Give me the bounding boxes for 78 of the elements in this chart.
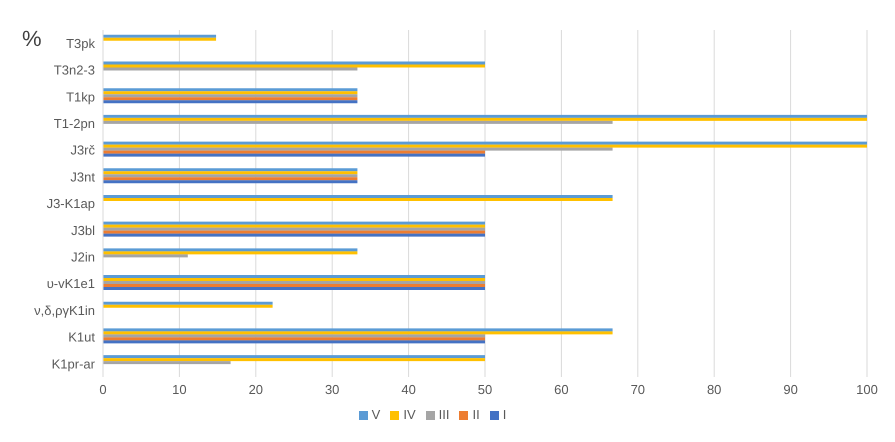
- bar: [103, 361, 231, 364]
- bar: [103, 334, 485, 338]
- bar: [103, 304, 273, 308]
- x-tick-label: 30: [324, 382, 340, 398]
- legend-label: IV: [403, 407, 416, 422]
- bar: [103, 251, 358, 254]
- bar: [103, 34, 216, 38]
- bar: [103, 340, 485, 344]
- bar: [103, 171, 358, 174]
- bar: [103, 177, 358, 180]
- x-tick-label: 20: [248, 382, 264, 398]
- x-tick-label: 100: [856, 382, 878, 398]
- bar: [103, 61, 485, 64]
- bar: [103, 194, 613, 198]
- legend-label: I: [502, 407, 506, 422]
- bar: [103, 222, 485, 225]
- bar: [103, 114, 867, 118]
- y-tick-label: T1-2pn: [54, 116, 95, 132]
- bar: [103, 64, 485, 68]
- bar: [103, 88, 358, 92]
- x-tick-label: 70: [630, 382, 646, 398]
- y-tick-label: K1ut: [68, 330, 96, 345]
- legend-label: III: [438, 407, 450, 422]
- bar: [103, 91, 358, 94]
- bar: [103, 174, 358, 178]
- bar: [103, 358, 485, 362]
- bar: [103, 248, 358, 252]
- bar: [103, 180, 358, 184]
- legend-label: II: [472, 407, 480, 422]
- x-tick-label: 60: [554, 382, 569, 398]
- bar: [103, 118, 867, 121]
- bar: [103, 67, 358, 70]
- y-tick-label: T3n2-3: [54, 62, 95, 78]
- bar: [103, 150, 485, 154]
- y-tick-label: J3-K1ap: [46, 196, 95, 212]
- bar: [103, 120, 613, 124]
- bar: [103, 287, 485, 290]
- y-tick-label: T3pk: [66, 36, 96, 51]
- bar: [103, 154, 485, 157]
- bar: [103, 302, 273, 305]
- bar: [103, 100, 358, 104]
- legend-label: V: [372, 407, 380, 422]
- y-axis-title: %: [22, 26, 42, 52]
- y-tick-label: J2in: [71, 250, 95, 264]
- bar: [103, 331, 613, 334]
- bar: [103, 97, 358, 100]
- bar: [103, 284, 485, 288]
- bar: [103, 234, 485, 237]
- bar: [103, 281, 485, 284]
- bar: [103, 278, 485, 282]
- y-tick-label: T1kp: [66, 89, 95, 104]
- bar: [103, 355, 485, 358]
- y-tick-label: ν,δ,ργK1in: [34, 302, 95, 318]
- bar: [103, 328, 613, 332]
- bar: [103, 142, 867, 145]
- y-tick-label: J3bl: [71, 222, 96, 238]
- x-tick-label: 40: [401, 382, 416, 398]
- x-tick-label: 90: [783, 382, 798, 398]
- bar: [103, 144, 867, 148]
- bar: [103, 94, 358, 98]
- y-tick-label: K1pr-ar: [52, 356, 96, 372]
- bar: [103, 230, 485, 234]
- bar: [103, 198, 613, 201]
- bar: [103, 168, 358, 172]
- x-tick-label: 10: [172, 382, 187, 398]
- y-tick-label: J3nt: [70, 169, 96, 184]
- bar: [103, 224, 485, 228]
- bar: [103, 337, 485, 340]
- bar: [103, 38, 216, 41]
- bar: [103, 254, 188, 258]
- y-tick-label: υ-vK1e1: [46, 276, 95, 292]
- y-tick-label: J3rč: [70, 142, 96, 158]
- bar: [103, 228, 485, 231]
- x-tick-label: 80: [706, 382, 722, 398]
- bar: [103, 275, 485, 278]
- x-tick-label: 50: [478, 382, 492, 398]
- bar: [103, 148, 613, 151]
- x-tick-label: 0: [99, 382, 107, 398]
